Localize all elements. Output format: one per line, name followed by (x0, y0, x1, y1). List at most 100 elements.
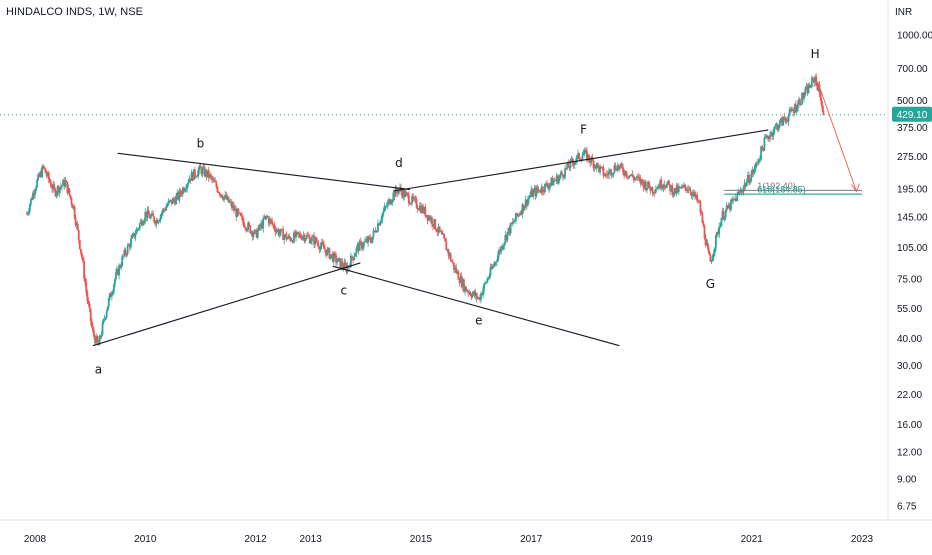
candle-body (396, 191, 399, 194)
candle-body (624, 171, 627, 176)
candle (668, 179, 670, 187)
candle-body (122, 255, 125, 257)
candle-body (374, 230, 377, 233)
candle-body (727, 204, 730, 209)
candle-body (357, 244, 360, 251)
candle-body (186, 184, 189, 189)
candle (644, 179, 647, 192)
candle-body (784, 119, 787, 120)
x-tick-label: 2008 (24, 534, 47, 545)
candle (455, 263, 458, 275)
candle-body (397, 189, 400, 194)
candle (469, 290, 472, 296)
candle-body (351, 255, 353, 259)
candle (706, 239, 709, 250)
candle (713, 247, 716, 257)
candle-body (678, 186, 681, 188)
candle-body (660, 180, 663, 189)
candle-body (501, 246, 504, 250)
candle-body (87, 300, 90, 304)
candle-body (819, 92, 822, 101)
candle-body (371, 236, 374, 243)
candle (605, 170, 608, 179)
candle-body (237, 209, 240, 213)
candle-body (102, 318, 105, 323)
candle-body (533, 188, 536, 191)
candle (638, 174, 641, 182)
candle (821, 101, 824, 113)
candle (311, 234, 313, 246)
candle-body (444, 238, 447, 242)
candle-body (730, 199, 732, 210)
candle-body (111, 291, 114, 294)
candle-body (241, 216, 244, 222)
candle-body (191, 172, 194, 181)
candle (751, 166, 754, 178)
candle (357, 242, 360, 255)
wave-label-b: b (197, 136, 205, 150)
candle (669, 184, 672, 196)
candle-body (219, 194, 222, 196)
candle (676, 183, 679, 194)
y-tick-label: 1000.00 (897, 31, 932, 42)
candle-body (216, 187, 219, 193)
candle-body (120, 265, 123, 268)
candle-body (233, 205, 235, 211)
candle (793, 102, 796, 116)
candle (684, 184, 687, 191)
candle (497, 251, 499, 263)
candle-body (104, 317, 107, 319)
candle (407, 191, 410, 207)
candle (35, 185, 37, 194)
wave-label-F: F (580, 122, 587, 136)
candle-body (687, 189, 690, 191)
candle (707, 243, 710, 254)
candle (418, 202, 421, 212)
candle (568, 165, 571, 171)
candle (601, 166, 604, 171)
candle (687, 185, 690, 194)
candle (702, 220, 705, 228)
candle (577, 149, 579, 159)
candle (241, 214, 244, 225)
candle (633, 175, 636, 182)
candle (495, 258, 498, 267)
candle-body (185, 188, 187, 190)
candle (180, 190, 183, 197)
candle-body (745, 181, 748, 187)
candle (814, 74, 817, 87)
candle-body (632, 176, 635, 180)
candle (291, 239, 294, 244)
candle-body (486, 279, 489, 283)
candle (559, 170, 562, 180)
candle-body (686, 189, 689, 191)
candle (474, 288, 477, 300)
candle-body (253, 229, 256, 235)
candle-body (236, 209, 239, 217)
candle-body (117, 269, 119, 276)
candle-body (71, 204, 74, 209)
candle-body (671, 185, 674, 195)
candle-body (534, 188, 537, 196)
candle-body (197, 170, 200, 177)
candle (257, 224, 260, 232)
trendline-upper-d-f (393, 129, 769, 192)
candle-body (696, 194, 699, 201)
candle (174, 196, 176, 207)
candle-body (616, 165, 619, 171)
candle (470, 293, 473, 300)
candle (127, 243, 130, 246)
candle (805, 82, 808, 90)
candle (79, 248, 82, 256)
candle (785, 117, 788, 125)
candle (485, 282, 488, 284)
candle (521, 202, 524, 219)
candle (353, 252, 356, 261)
candle (335, 252, 337, 267)
candle-body (393, 192, 396, 197)
candle (709, 253, 712, 263)
candle (812, 76, 814, 81)
candle-body (478, 297, 481, 300)
candle-body (713, 247, 716, 254)
